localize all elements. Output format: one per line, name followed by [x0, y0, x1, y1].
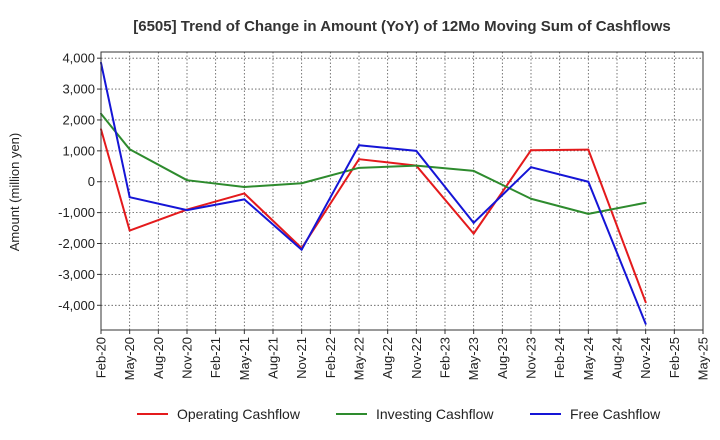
- series-0-segment: [415, 164, 475, 235]
- series-0-segment: [530, 148, 590, 152]
- x-tick-label: Feb-24: [552, 337, 567, 378]
- chart-title: [6505] Trend of Change in Amount (YoY) o…: [133, 18, 671, 35]
- series-2-segment: [530, 166, 590, 183]
- series-1-segment: [300, 166, 360, 185]
- y-tick-label: -1,000: [58, 205, 95, 220]
- x-tick-label: May-23: [466, 337, 481, 380]
- y-axis-label: Amount (million yen): [7, 133, 22, 252]
- y-tick-label: 3,000: [62, 82, 95, 97]
- x-tick-label: Feb-21: [208, 337, 223, 378]
- y-tick-label: -4,000: [58, 298, 95, 313]
- legend-label: Investing Cashflow: [376, 406, 494, 422]
- series-1-segment: [128, 148, 188, 182]
- y-tick-label: 2,000: [62, 112, 95, 127]
- series-1-segment: [415, 164, 475, 172]
- y-tick-label: 0: [88, 174, 95, 189]
- series-0-segment: [587, 148, 647, 304]
- x-tick-label: May-24: [581, 337, 596, 380]
- legend: Operating Cashflow Investing Cashflow Free…: [137, 406, 661, 422]
- series-2-segment: [128, 196, 188, 212]
- y-axis-ticks: 4,000 3,000 2,000 1,000 0 -1,000 -2,000 -3,000 -…: [58, 51, 101, 313]
- series-2-segment: [587, 180, 647, 325]
- x-tick-label: May-22: [352, 337, 367, 380]
- series-0-segment: [358, 158, 418, 167]
- x-tick-label: Aug-20: [151, 337, 166, 379]
- x-tick-label: Nov-22: [409, 337, 424, 379]
- x-tick-label: Feb-25: [667, 337, 682, 378]
- x-tick-label: Feb-23: [438, 337, 453, 378]
- series-0-segment: [186, 192, 246, 211]
- plot-area-frame: [100, 51, 704, 331]
- series-1-segment: [530, 197, 590, 215]
- series-2-segment: [358, 144, 418, 152]
- y-tick-label: -3,000: [58, 267, 95, 282]
- x-tick-label: Nov-20: [180, 337, 195, 379]
- x-tick-label: May-20: [122, 337, 137, 380]
- y-tick-label: 4,000: [62, 51, 95, 66]
- x-axis-ticks: Feb-20 May-20 Aug-20 Nov-20 Feb-21 May-21 Aug-…: [94, 330, 711, 380]
- series-0-segment: [100, 128, 131, 232]
- series-1-segment: [243, 182, 303, 188]
- series-2-segment: [243, 198, 303, 251]
- legend-label: Operating Cashflow: [177, 406, 301, 422]
- y-tick-label: -2,000: [58, 236, 95, 251]
- series-1-segment: [186, 179, 246, 188]
- grid-layer: [100, 52, 704, 330]
- series-0-segment: [243, 192, 303, 250]
- series-2-segment: [415, 149, 475, 224]
- x-tick-label: Aug-23: [495, 337, 510, 379]
- series-1-segment: [358, 164, 418, 169]
- series-0-segment: [472, 149, 532, 235]
- x-tick-label: Aug-21: [266, 337, 281, 379]
- series-1-segment: [472, 169, 532, 200]
- series-2-segment: [472, 166, 532, 224]
- x-tick-label: Nov-21: [294, 337, 309, 379]
- series-0-segment: [128, 208, 188, 232]
- x-tick-label: Nov-24: [638, 337, 653, 379]
- x-tick-label: Nov-23: [524, 337, 539, 379]
- x-tick-label: May-21: [237, 337, 252, 380]
- x-tick-label: Feb-22: [323, 337, 338, 378]
- series-2-segment: [300, 144, 360, 251]
- x-tick-label: May-25: [696, 337, 711, 380]
- series-2-segment: [186, 198, 246, 212]
- series-1-segment: [587, 201, 647, 215]
- y-tick-label: 1,000: [62, 143, 95, 158]
- legend-label: Free Cashflow: [570, 406, 661, 422]
- x-tick-label: Aug-22: [380, 337, 395, 379]
- series-2-segment: [100, 61, 131, 199]
- x-tick-label: Aug-24: [610, 337, 625, 379]
- series-layer: [100, 61, 647, 325]
- x-tick-label: Feb-20: [94, 337, 109, 378]
